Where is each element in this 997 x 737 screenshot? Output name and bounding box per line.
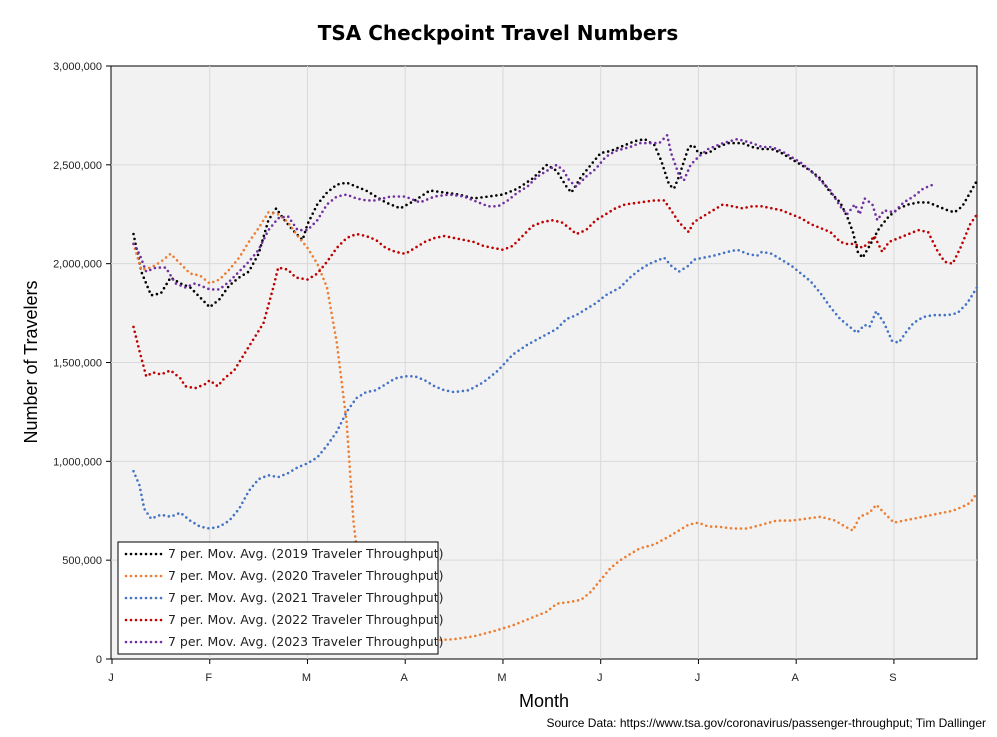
x-tick-label: M [302,672,311,684]
legend: 7 per. Mov. Avg. (2019 Traveler Throughp… [117,541,444,655]
x-tick-label: S [889,672,896,684]
series-line-5 [132,133,935,291]
x-tick-label: J [695,672,701,684]
series-line-4 [132,199,979,390]
x-tick-label: A [792,672,800,684]
legend-label: 7 per. Mov. Avg. (2022 Traveler Throughp… [168,612,444,627]
y-tick-label: 2,500,000 [53,160,102,172]
y-tick-label: 2,000,000 [53,259,102,271]
series-line-3 [132,248,979,530]
legend-label: 7 per. Mov. Avg. (2020 Traveler Throughp… [168,568,444,583]
x-tick-label: M [497,672,506,684]
x-tick-label: J [108,672,114,684]
y-tick-label: 0 [96,654,102,666]
legend-box [117,541,439,655]
y-tick-label: 1,000,000 [53,456,102,468]
legend-label: 7 per. Mov. Avg. (2023 Traveler Throughp… [168,634,444,649]
chart-title: TSA Checkpoint Travel Numbers [318,21,679,45]
x-axis-title: Month [519,691,569,711]
y-axis-title: Number of Travelers [21,280,41,443]
x-tick-label: F [205,672,212,684]
source-note: Source Data: https://www.tsa.gov/coronav… [546,716,986,730]
y-axis-ticks: 0 500,000 1,000,000 1,500,000 2,000,000 2,500… [53,61,111,666]
y-tick-label: 1,500,000 [53,358,102,370]
series-line-1 [132,137,979,309]
y-tick-label: 500,000 [62,555,102,567]
x-tick-label: A [401,672,409,684]
legend-label: 7 per. Mov. Avg. (2021 Traveler Throughp… [168,590,444,605]
series-lines [132,133,979,642]
x-tick-label: J [597,672,603,684]
y-tick-label: 3,000,000 [53,61,102,73]
legend-label: 7 per. Mov. Avg. (2019 Traveler Throughp… [168,546,444,561]
